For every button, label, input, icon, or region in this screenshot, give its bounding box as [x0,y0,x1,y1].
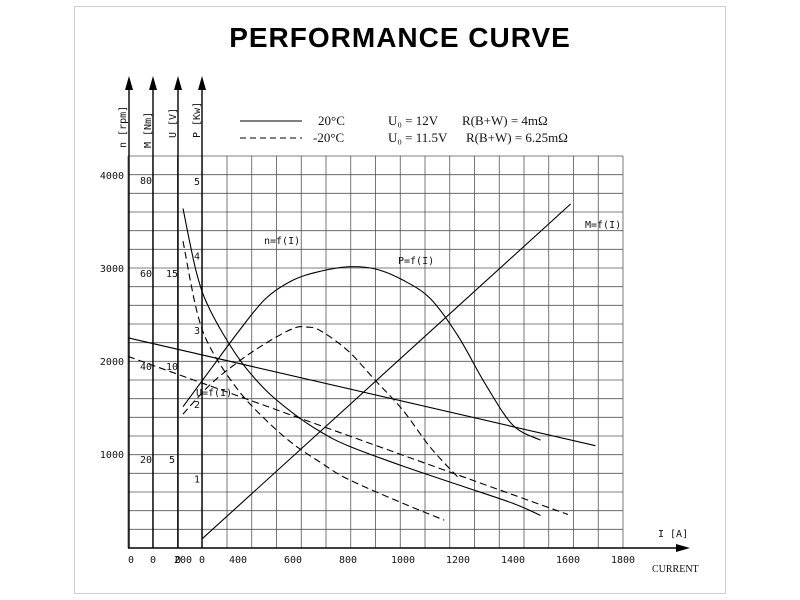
chart-title: PERFORMANCE CURVE [229,22,571,53]
n-tick-label: 1000 [100,450,124,461]
m-curve-label: M=f(I) [585,220,621,231]
legend: 20°C -20°C U₀ = 12V U₀ = 11.5V R(B+W) = … [240,113,568,145]
u-tick-label: 5 [169,455,175,466]
u-curve-label: U=f(I) [196,388,232,399]
p-curve-label: P=f(I) [398,256,434,267]
series-u-minus20c-line [127,355,569,516]
legend-dashed-temp: -20°C [313,130,344,145]
u-axis-arrow-icon [174,76,182,90]
legend-dashed-resistance: R(B+W) = 6.25mΩ [466,130,568,145]
n-axis-label: n [rpm] [118,106,129,148]
x-tick-label: 1600 [556,555,580,566]
n-tick-label: 3000 [100,264,124,275]
series-p-20c-line [182,266,541,441]
p-tick-label: 1 [194,475,200,486]
legend-solid-voltage: U₀ = 12V [388,113,439,128]
m-axis-label: M [Nm] [143,112,154,148]
x-tick-label: 1200 [446,555,470,566]
legend-solid-resistance: R(B+W) = 4mΩ [462,113,548,128]
u-tick-label: 10 [166,362,178,373]
series-u-20c-line [127,337,596,447]
p-axis-arrow-icon [198,76,206,90]
n-tick-label: 2000 [100,357,124,368]
m-tick-label: 60 [140,269,152,280]
p-axis-label: P [Kw] [192,102,203,138]
x-tick-label: 1800 [611,555,635,566]
series-n-20c-line [182,208,541,516]
p-tick-label: 4 [194,251,200,262]
u-axis-label: U [V] [168,108,179,138]
x-tick-label: 200 [174,555,192,566]
legend-dashed-voltage: U₀ = 11.5V [388,130,448,145]
p-tick-label: 3 [194,326,200,337]
m-tick-label: 40 [140,362,152,373]
series-p-minus20c-line [182,326,459,478]
n-zero-tick-label: 0 [128,555,134,566]
series-lines [127,203,596,540]
legend-solid-temp: 20°C [318,113,345,128]
u-zero-tick-label: 0 [175,555,181,566]
x-tick-label: 1400 [501,555,525,566]
x-tick-label: 600 [284,555,302,566]
p-zero-tick-label: 0 [199,555,205,566]
page-frame [74,6,726,594]
axis-lines [125,76,690,552]
x-axis-arrow-icon [676,544,690,552]
m-tick-label: 20 [140,455,152,466]
x-tick-label: 400 [229,555,247,566]
x-tick-label: 800 [339,555,357,566]
x-tick-label: 1000 [391,555,415,566]
series-n-minus20c-line [182,240,445,521]
p-tick-label: 2 [194,400,200,411]
n-curve-label: n=f(I) [264,236,300,247]
x-axis-label: I [A] [658,529,688,540]
series-m-20c-line [201,203,572,540]
m-tick-label: 80 [140,176,152,187]
p-tick-label: 5 [194,177,200,188]
n-tick-label: 4000 [100,171,124,182]
x-axis-sublabel: CURRENT [652,564,699,575]
m-axis-arrow-icon [149,76,157,90]
n-axis-arrow-icon [125,76,133,90]
m-zero-tick-label: 0 [150,555,156,566]
u-tick-label: 15 [166,269,178,280]
